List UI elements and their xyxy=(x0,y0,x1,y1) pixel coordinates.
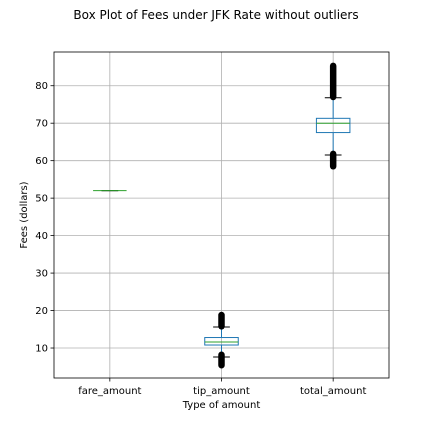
y-tick-label: 20 xyxy=(35,306,48,317)
y-tick-label: 80 xyxy=(35,81,48,92)
y-tick-label: 30 xyxy=(35,269,48,280)
y-tick-label: 70 xyxy=(35,119,48,130)
iqr-box xyxy=(315,117,351,134)
boxes xyxy=(93,62,351,369)
box-total_amount xyxy=(315,62,351,170)
y-tick-label: 10 xyxy=(35,344,48,355)
x-tick-label: total_amount xyxy=(300,386,367,397)
box-tip_amount xyxy=(204,311,239,369)
x-tick-label: tip_amount xyxy=(193,386,250,397)
x-tick-label: fare_amount xyxy=(78,386,141,397)
ticks: 10 20 30 40 50 60 70 80 fare_amount tip_amount tot… xyxy=(35,81,366,397)
iqr-box xyxy=(204,337,239,346)
chart-title: Box Plot of Fees under JFK Rate without … xyxy=(73,8,358,22)
y-tick-label: 60 xyxy=(35,156,48,167)
x-axis-label: Type of amount xyxy=(182,400,261,411)
y-tick-label: 40 xyxy=(35,231,48,242)
y-axis-label: Fees (dollars) xyxy=(19,181,30,248)
plot-frame xyxy=(53,51,390,379)
y-tick-label: 50 xyxy=(35,194,48,205)
